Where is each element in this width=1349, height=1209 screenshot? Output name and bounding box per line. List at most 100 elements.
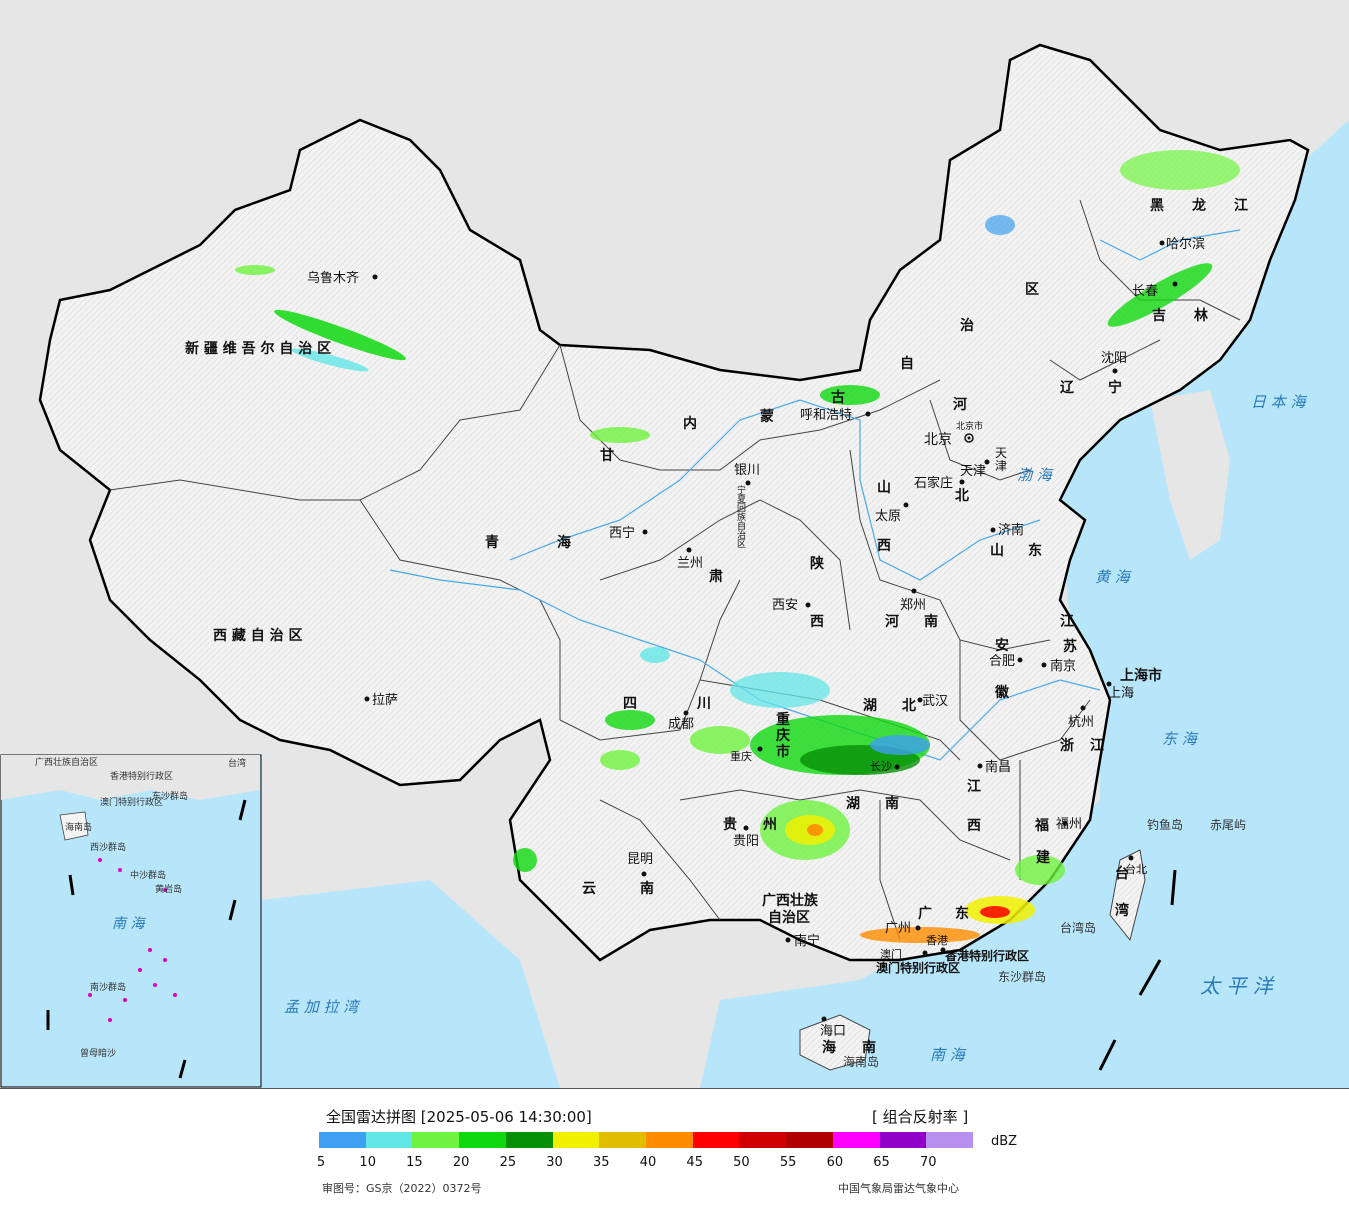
city-label: 上海: [1108, 686, 1134, 701]
province-label: 辽: [1060, 380, 1075, 396]
city-label: 合肥: [989, 654, 1015, 669]
color-swatch: [832, 1132, 880, 1148]
city-marker: 太原: [875, 502, 909, 524]
province-label: 天: [995, 446, 1007, 460]
color-scale-bar: [319, 1132, 974, 1148]
province-label: 广: [918, 905, 932, 922]
province-label: 台: [1115, 865, 1129, 882]
province-label: 西 藏 自 治 区: [213, 627, 303, 644]
city-label: 沈阳: [1101, 351, 1127, 366]
scale-tick-label: 50: [733, 1155, 750, 1170]
province-label: 自: [900, 355, 914, 372]
city-marker: 西宁: [609, 525, 648, 541]
city-label: 广州: [885, 921, 911, 936]
map-title: 全国雷达拼图 [2025-05-06 14:30:00]: [326, 1108, 592, 1126]
province-label: 上海市: [1120, 667, 1162, 684]
scale-tick-label: 45: [686, 1155, 703, 1170]
sea-of-japan: [1230, 300, 1349, 560]
map-approval-number: 审图号：GS京（2022）0372号: [322, 1182, 482, 1195]
scale-tick-label: 30: [546, 1155, 563, 1170]
province-label: 青: [485, 534, 499, 551]
city-label: 北京: [924, 432, 952, 448]
province-label: 河: [953, 396, 967, 413]
city-marker: 兰州: [677, 547, 703, 571]
province-label: 福: [1034, 817, 1049, 834]
sea-label: 南 海: [930, 1046, 967, 1064]
province-label: 苏: [1063, 638, 1077, 655]
province-label: 西: [877, 538, 891, 554]
hainan-island: [799, 1014, 871, 1071]
taiwan-island: [1109, 849, 1146, 942]
province-label: 甘: [600, 447, 614, 464]
city-marker: 贵阳: [733, 825, 759, 849]
city-label: 银川: [734, 463, 760, 478]
sea-label: 日 本 海: [1251, 393, 1308, 411]
color-swatch: [459, 1132, 506, 1148]
city-label: 长春: [1132, 284, 1158, 299]
province-label: 山: [877, 480, 891, 496]
province-label: 云: [582, 881, 596, 897]
city-marker: 福州: [1056, 817, 1082, 832]
city-marker: 银川: [734, 463, 760, 486]
nine-dash-line: [1098, 869, 1177, 1071]
bay-of-bengal: [262, 880, 560, 1088]
province-label: 香港特别行政区: [944, 948, 1029, 963]
city-label: 成都: [668, 717, 694, 732]
city-marker: 广州: [885, 921, 921, 936]
province-label: 海: [822, 1039, 836, 1056]
city-label: 南京: [1050, 658, 1076, 674]
island-label: 海南岛: [843, 1054, 879, 1069]
province-labels: 新 疆 维 吾 尔 自 治 区 西 藏 自 治 区 青 海 甘 肃 内 蒙 古 …: [185, 197, 1248, 1056]
city-marker: 澳门: [880, 947, 928, 961]
province-label: 黑: [1150, 198, 1164, 214]
city-marker: 济南: [990, 522, 1024, 538]
scale-tick-label: 60: [826, 1155, 844, 1170]
city-marker: 南京: [1041, 658, 1076, 674]
city-marker: 西安: [772, 598, 811, 613]
city-label: 南昌: [985, 759, 1011, 775]
city-marker: 天津: [960, 459, 990, 479]
province-label: 治: [960, 317, 974, 334]
city-label: 海口: [820, 1024, 846, 1039]
province-label: 四: [623, 696, 637, 712]
city-label: 昆明: [627, 852, 653, 867]
korea-land: [1150, 390, 1230, 560]
color-swatch: [412, 1132, 460, 1148]
province-label: 湖: [846, 796, 860, 812]
city-label: 长沙: [870, 760, 892, 773]
city-marker: 合肥: [989, 654, 1023, 669]
island-label: 赤尾屿: [1210, 818, 1246, 832]
province-label: 北: [955, 488, 969, 504]
city-marker: 长沙: [870, 760, 900, 773]
color-swatch: [692, 1132, 740, 1148]
south-china-sea-inset: [0, 754, 262, 1088]
city-marker: 杭州: [1068, 705, 1094, 730]
city-marker: 成都: [668, 710, 694, 732]
city-marker: 石家庄: [914, 475, 965, 491]
province-label: 湖: [863, 698, 877, 714]
island-labels: 钓鱼岛 赤尾屿 东沙群岛 台湾岛 海南岛: [843, 817, 1246, 1069]
legend-panel: 全国雷达拼图 [2025-05-06 14:30:00] [ 组合反射率 ] d…: [0, 1088, 1349, 1209]
province-label: 龙: [1191, 197, 1206, 214]
province-label: 市: [776, 743, 790, 760]
province-label: 南: [924, 613, 938, 630]
city-label: 贵阳: [733, 834, 759, 849]
province-label: 新 疆 维 吾 尔 自 治 区: [185, 340, 331, 357]
inset-region-label: 广西壮族自治区: [35, 756, 98, 768]
province-label: 贵: [723, 816, 737, 833]
province-label: 澳门特别行政区: [876, 960, 960, 975]
city-marker: 呼和浩特: [800, 408, 871, 423]
inset-island-label: 南沙群岛: [90, 981, 126, 993]
scale-tick-label: 10: [359, 1155, 376, 1170]
china-outline: [38, 43, 1310, 962]
city-label: 兰州: [677, 556, 703, 571]
scale-tick-label: 5: [316, 1155, 326, 1170]
inset-labels: 南 海 东沙群岛 西沙群岛 中沙群岛 黄岩岛 南沙群岛 曾母暗沙 广西壮族自治区…: [35, 756, 246, 1059]
province-label: 浙: [1060, 737, 1074, 754]
province-label: 宁夏回族自治区: [735, 484, 746, 548]
city-marker: 郑州: [900, 588, 926, 613]
province-label: 林: [1194, 307, 1208, 324]
color-swatch: [319, 1132, 366, 1148]
province-label: 蒙: [760, 408, 774, 425]
inset-region-label: 澳门特别行政区: [100, 796, 163, 808]
